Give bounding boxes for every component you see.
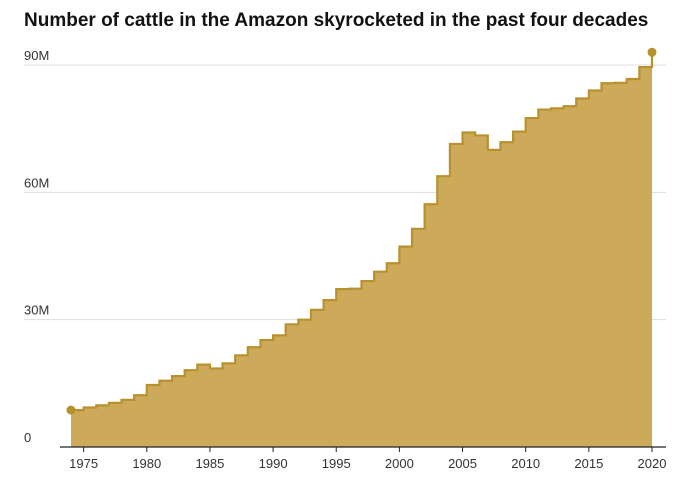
- x-tick-label: 2020: [638, 456, 667, 471]
- area-series: [71, 52, 654, 448]
- x-tick-label: 2015: [574, 456, 603, 471]
- y-tick-label: 0: [24, 430, 31, 445]
- x-tick-label: 2000: [385, 456, 414, 471]
- x-tick-label: 2010: [511, 456, 540, 471]
- x-tick-label: 1995: [322, 456, 351, 471]
- x-tick-label: 1975: [69, 456, 98, 471]
- x-tick-label: 1980: [132, 456, 161, 471]
- x-tick-label: 2005: [448, 456, 477, 471]
- x-tick-label: 1985: [195, 456, 224, 471]
- y-tick-label: 60M: [24, 175, 49, 190]
- y-tick-label: 30M: [24, 303, 49, 318]
- start-marker: [66, 405, 76, 415]
- area-fill: [71, 52, 652, 448]
- end-markers: [66, 47, 657, 415]
- chart-title: Number of cattle in the Amazon skyrocket…: [24, 10, 649, 31]
- series-line: [71, 52, 654, 412]
- end-marker: [647, 47, 657, 57]
- x-tick-label: 1990: [259, 456, 288, 471]
- y-tick-label: 90M: [24, 48, 49, 63]
- axes: 0 30M 60M 90M 1975 1980 1985 1990 1995 2000 2005 20…: [24, 48, 666, 471]
